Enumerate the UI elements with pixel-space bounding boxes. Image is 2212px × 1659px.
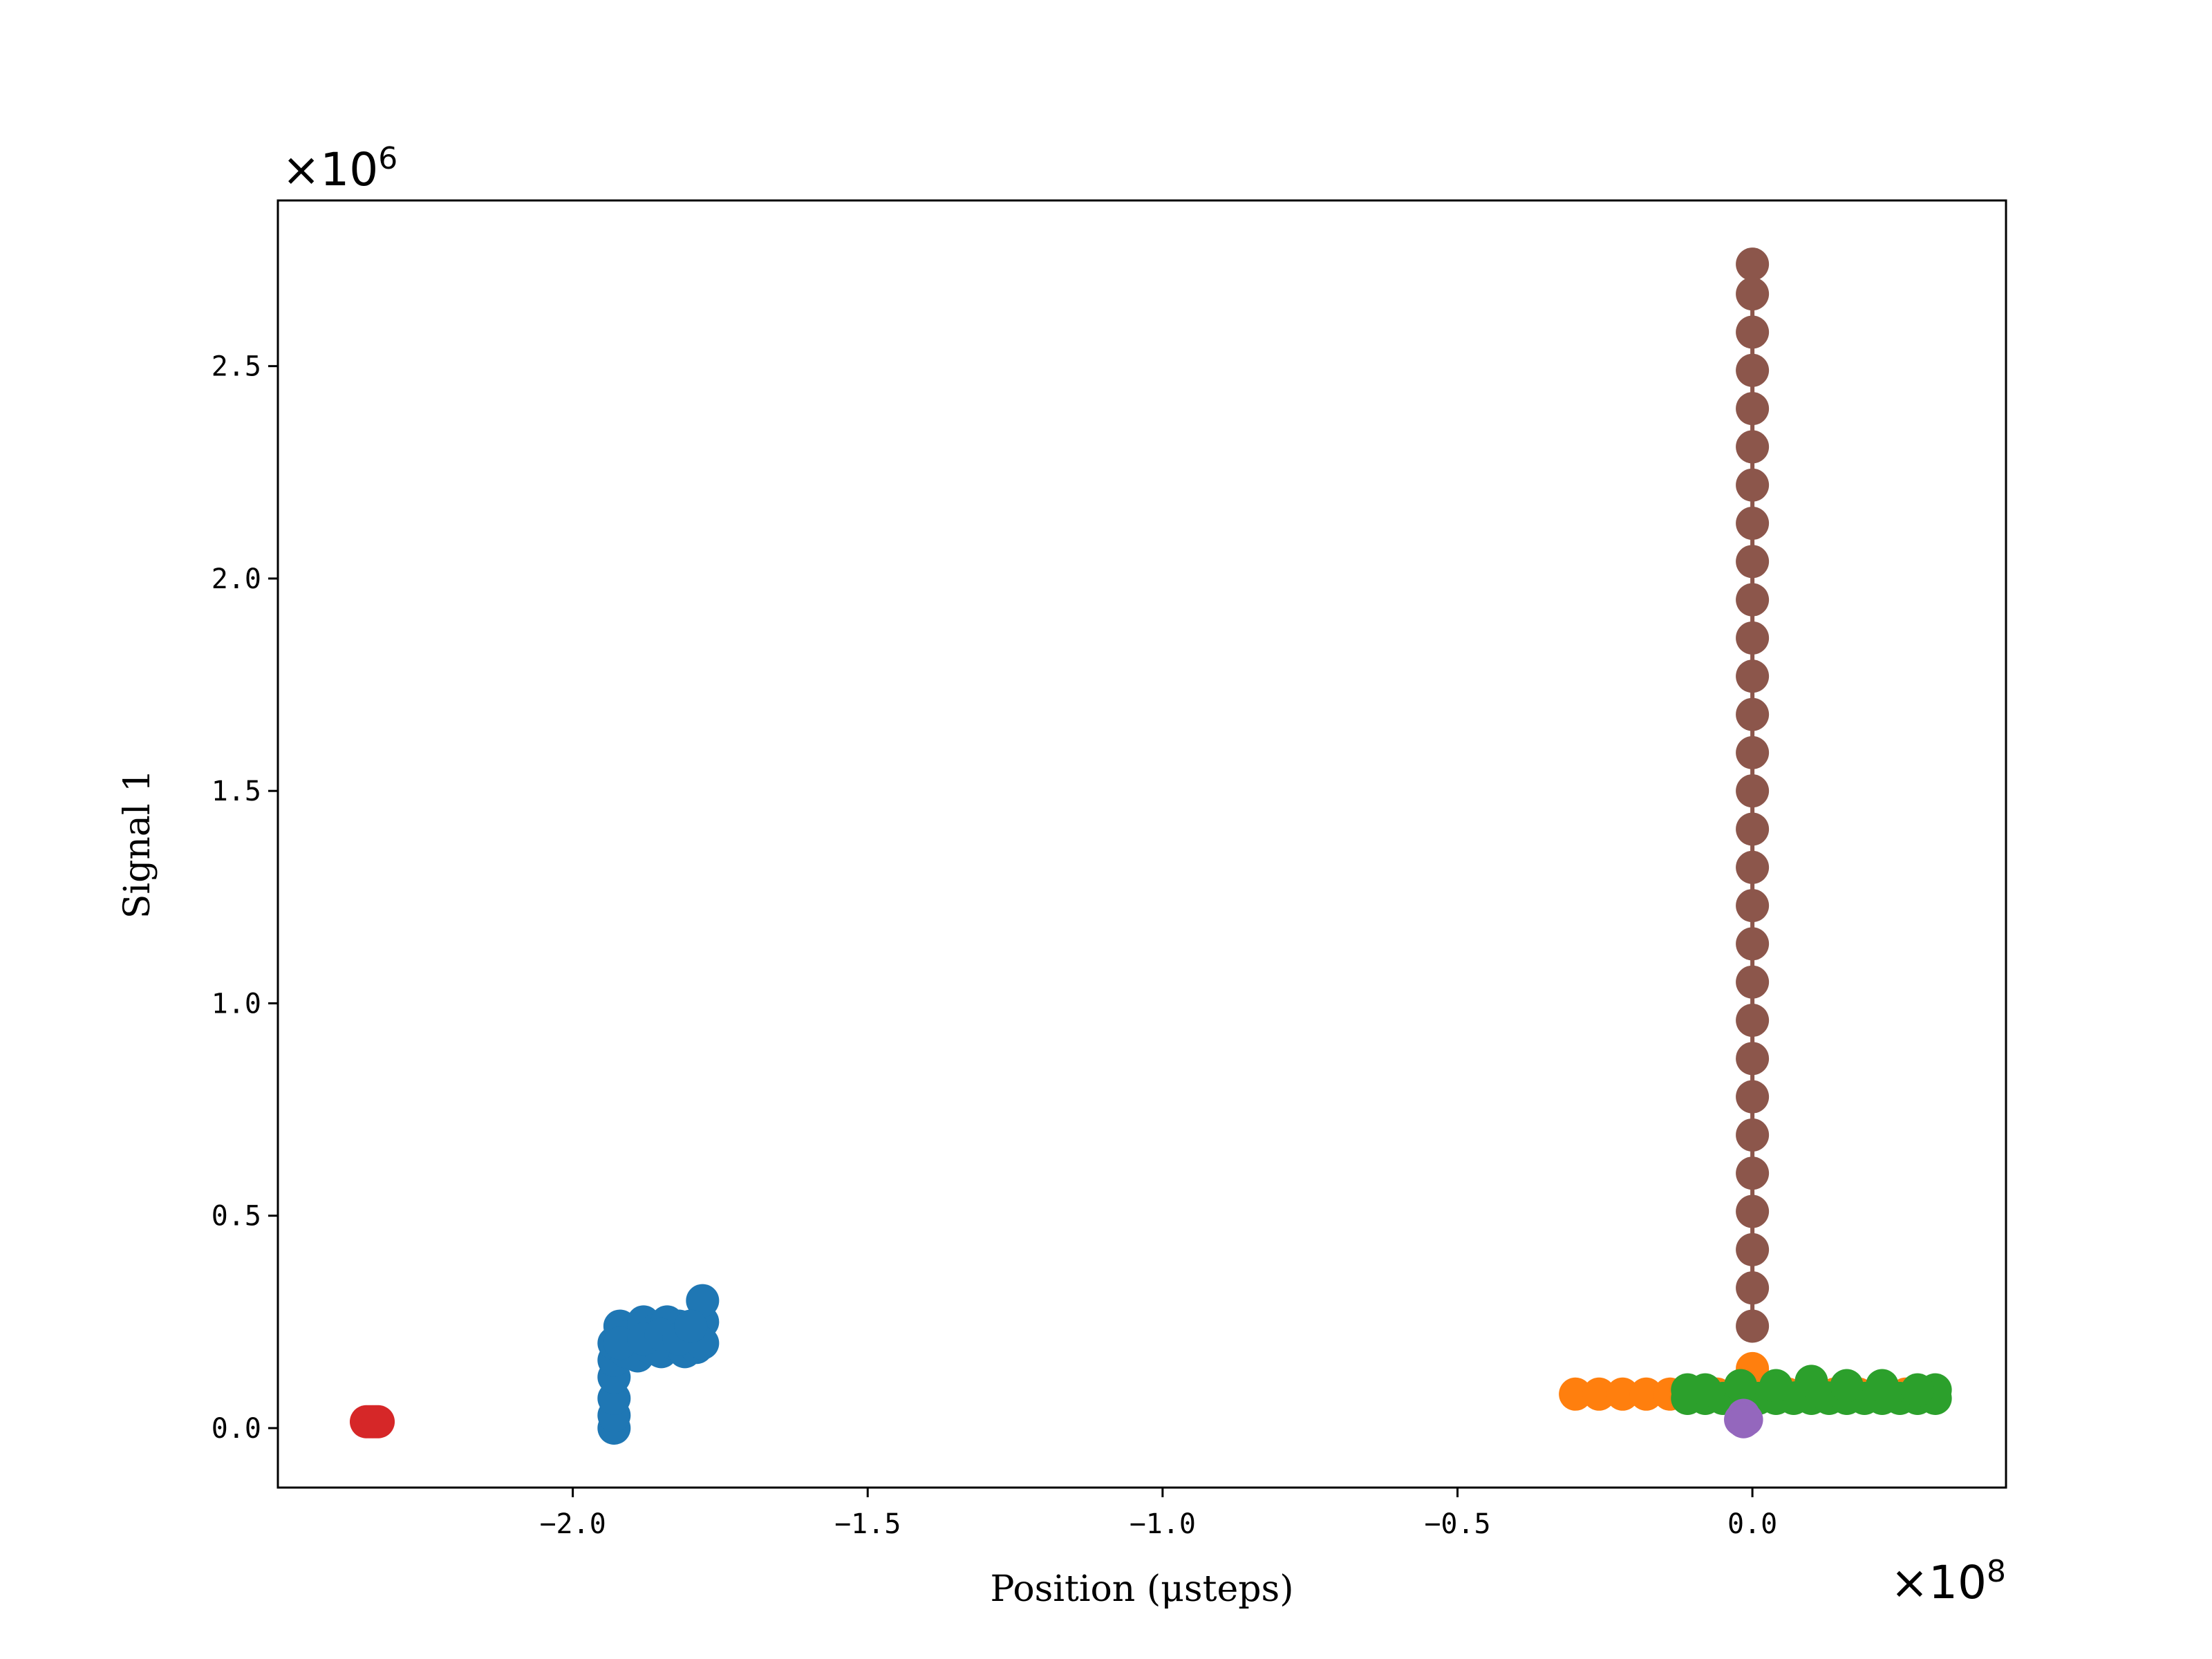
- y-axis-offset-label: ×106: [282, 141, 397, 196]
- data-point: [1865, 1369, 1899, 1403]
- data-point: [1736, 1118, 1770, 1152]
- data-point: [1736, 430, 1770, 464]
- x-tick-label: 0.0: [1727, 1508, 1777, 1540]
- data-point: [1736, 353, 1770, 387]
- x-offset-exponent: 8: [1987, 1554, 2006, 1589]
- data-point: [1606, 1377, 1640, 1411]
- data-point: [1727, 1405, 1761, 1438]
- data-point: [1736, 545, 1770, 579]
- series-3: [1671, 1365, 1952, 1415]
- data-point: [1759, 1369, 1793, 1403]
- series-4: [349, 1405, 395, 1438]
- data-point: [1736, 468, 1770, 502]
- y-axis-label: Signal 1: [117, 769, 158, 919]
- x-axis-label: Position (μsteps): [990, 1568, 1293, 1610]
- data-point: [1830, 1369, 1864, 1403]
- data-point: [1736, 697, 1770, 731]
- data-point: [1736, 1004, 1770, 1038]
- y-offset-base: ×10: [282, 143, 378, 196]
- data-point: [1736, 1042, 1770, 1076]
- data-point: [1736, 315, 1770, 349]
- data-point: [1736, 277, 1770, 311]
- data-point: [1736, 1309, 1770, 1343]
- series-5: [1724, 1398, 1763, 1438]
- data-point: [1736, 507, 1770, 541]
- y-tick-label: 1.0: [212, 988, 261, 1020]
- data-point: [1736, 1156, 1770, 1190]
- data-point: [1724, 1369, 1758, 1403]
- x-tick-label: −2.0: [539, 1508, 606, 1540]
- data-point: [1901, 1373, 1935, 1407]
- y-tick-label: 2.5: [212, 351, 261, 383]
- y-axis-ticks: 0.0 0.5 1.0 1.5 2.0 2.5: [212, 351, 278, 1445]
- series-1: [597, 1284, 720, 1445]
- y-offset-exponent: 6: [378, 141, 397, 176]
- y-tick-label: 0.5: [212, 1201, 261, 1232]
- axes-frame: [276, 199, 2007, 1489]
- data-point: [1736, 659, 1770, 693]
- x-tick-label: −0.5: [1424, 1508, 1490, 1540]
- data-point: [1736, 1232, 1770, 1266]
- data-point: [1736, 1194, 1770, 1228]
- data-point: [674, 1309, 708, 1343]
- data-point: [1629, 1377, 1663, 1411]
- x-axis-offset-label: ×108: [1891, 1554, 2006, 1609]
- data-point: [1736, 774, 1770, 808]
- x-tick-label: −1.0: [1130, 1508, 1196, 1540]
- data-point: [686, 1284, 720, 1318]
- data-point: [1736, 927, 1770, 961]
- data-point: [1736, 1080, 1770, 1114]
- data-point: [1736, 850, 1770, 884]
- y-tick-label: 0.0: [212, 1413, 261, 1445]
- data-point: [1559, 1377, 1593, 1411]
- x-tick-label: −1.5: [834, 1508, 901, 1540]
- data-point: [1736, 812, 1770, 846]
- plot-area: [349, 247, 1952, 1445]
- data-point: [1736, 965, 1770, 999]
- y-tick-label: 1.5: [212, 776, 261, 807]
- data-point: [1736, 392, 1770, 426]
- data-point: [1736, 583, 1770, 617]
- data-point: [1736, 889, 1770, 923]
- data-point: [1794, 1365, 1828, 1398]
- data-point: [1736, 1271, 1770, 1305]
- data-point: [1582, 1377, 1616, 1411]
- data-point: [1736, 735, 1770, 769]
- x-axis-ticks: −2.0 −1.5 −1.0 −0.5 0.0: [539, 1488, 1777, 1540]
- data-point: [1736, 247, 1770, 281]
- data-point: [1671, 1373, 1705, 1407]
- x-offset-base: ×10: [1891, 1556, 1987, 1609]
- data-point: [362, 1405, 395, 1438]
- y-tick-label: 2.0: [212, 563, 261, 595]
- data-point: [1736, 621, 1770, 655]
- series-6: [1736, 247, 1770, 1343]
